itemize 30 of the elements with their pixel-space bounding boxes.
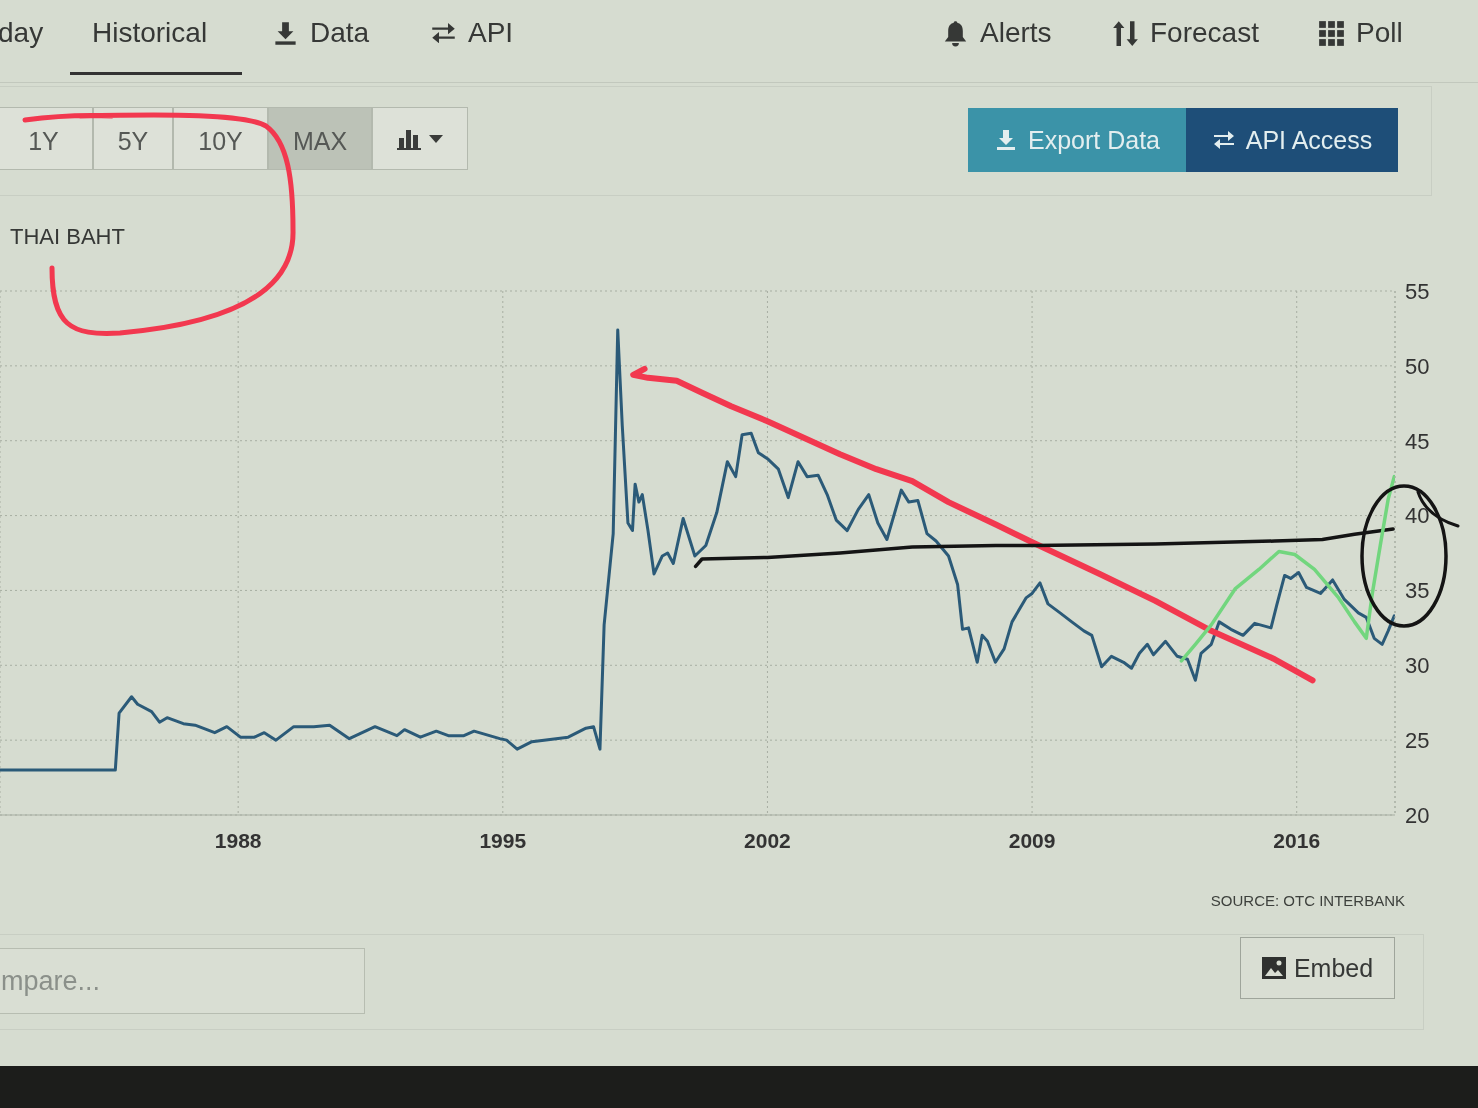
button: API Access — [1186, 108, 1398, 172]
y-tick-label: 35 — [1405, 578, 1430, 604]
x-tick-label: 2002 — [744, 828, 791, 852]
y-tick-label: 40 — [1405, 503, 1430, 529]
button: Export Data — [968, 108, 1186, 172]
y-tick-label: 25 — [1405, 727, 1430, 753]
text: Forecast — [1150, 17, 1259, 49]
text: API — [468, 17, 514, 49]
text: Alerts — [980, 17, 1052, 49]
text: Historical — [92, 17, 208, 49]
button: MAX — [268, 107, 372, 170]
y-tick-label: 20 — [1405, 802, 1430, 828]
y-tick-label: 30 — [1405, 653, 1430, 679]
text: Poll — [1356, 17, 1403, 49]
button: 10Y — [173, 107, 268, 170]
chart-title: THAI BAHT — [10, 224, 125, 250]
source-note: SOURCE: OTC INTERBANK — [1210, 892, 1405, 909]
y-tick-label: 55 — [1405, 278, 1430, 304]
button: 5Y — [93, 107, 173, 170]
text-field: mpare... — [0, 948, 365, 1014]
text: day — [0, 17, 44, 49]
button: 1Y — [0, 107, 93, 170]
x-tick-label: 2016 — [1273, 828, 1321, 852]
text: Data — [310, 17, 370, 49]
x-tick-label: 2009 — [1008, 828, 1056, 852]
y-tick-label: 50 — [1405, 353, 1430, 379]
x-tick-label: 1988 — [214, 828, 262, 852]
x-tick-label: 1995 — [479, 828, 527, 852]
y-tick-label: 45 — [1405, 428, 1430, 454]
button: Embed — [1240, 937, 1395, 999]
